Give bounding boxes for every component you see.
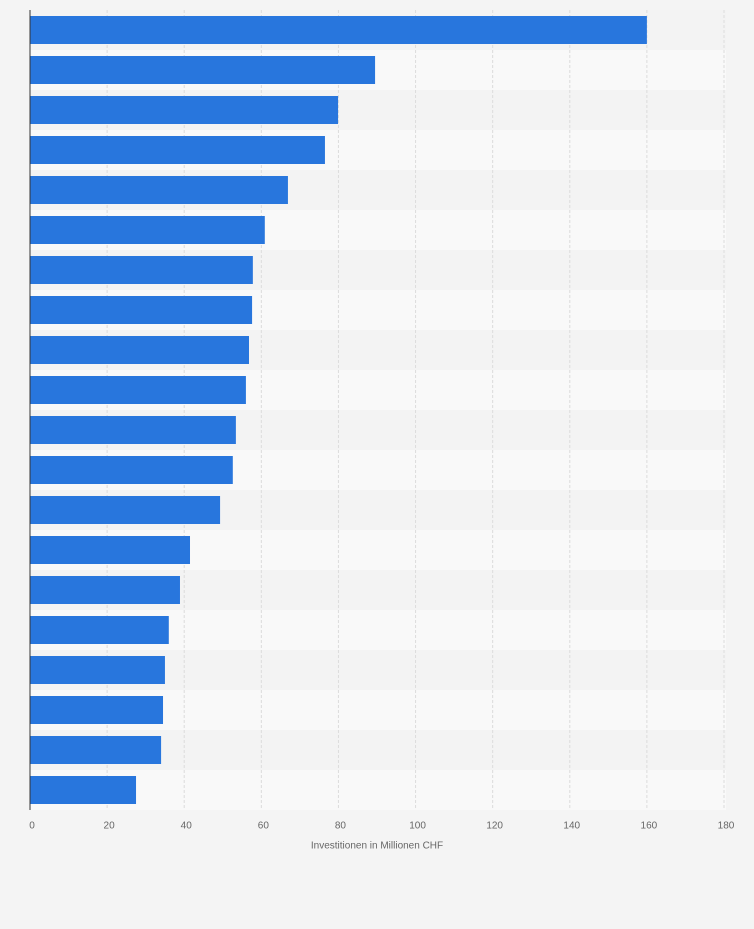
x-tick-label: 180 <box>718 821 735 832</box>
bar <box>30 96 339 124</box>
x-tick-label: 100 <box>409 821 426 832</box>
bar <box>30 496 221 524</box>
bar <box>30 216 265 244</box>
bar <box>30 176 288 204</box>
x-tick-label: 40 <box>181 821 193 832</box>
bar <box>30 256 253 284</box>
bar <box>30 296 253 324</box>
bar <box>30 16 647 44</box>
bar <box>30 776 137 804</box>
bar <box>30 536 191 564</box>
x-tick-label: 0 <box>29 821 35 832</box>
bar <box>30 136 325 164</box>
x-tick-label: 160 <box>641 821 658 832</box>
bar <box>30 56 376 84</box>
bar <box>30 376 246 404</box>
bar <box>30 616 169 644</box>
x-tick-label: 60 <box>258 821 270 832</box>
x-axis-label: Investitionen in Millionen CHF <box>311 841 443 852</box>
x-tick-label: 120 <box>486 821 503 832</box>
bar <box>30 696 164 724</box>
x-tick-label: 140 <box>563 821 580 832</box>
x-tick-label: 20 <box>104 821 116 832</box>
row-band <box>30 770 726 810</box>
bar <box>30 576 180 604</box>
bar <box>30 736 162 764</box>
bar <box>30 456 233 484</box>
bar <box>30 336 249 364</box>
bar <box>30 656 165 684</box>
x-tick-label: 80 <box>335 821 347 832</box>
bar <box>30 416 236 444</box>
